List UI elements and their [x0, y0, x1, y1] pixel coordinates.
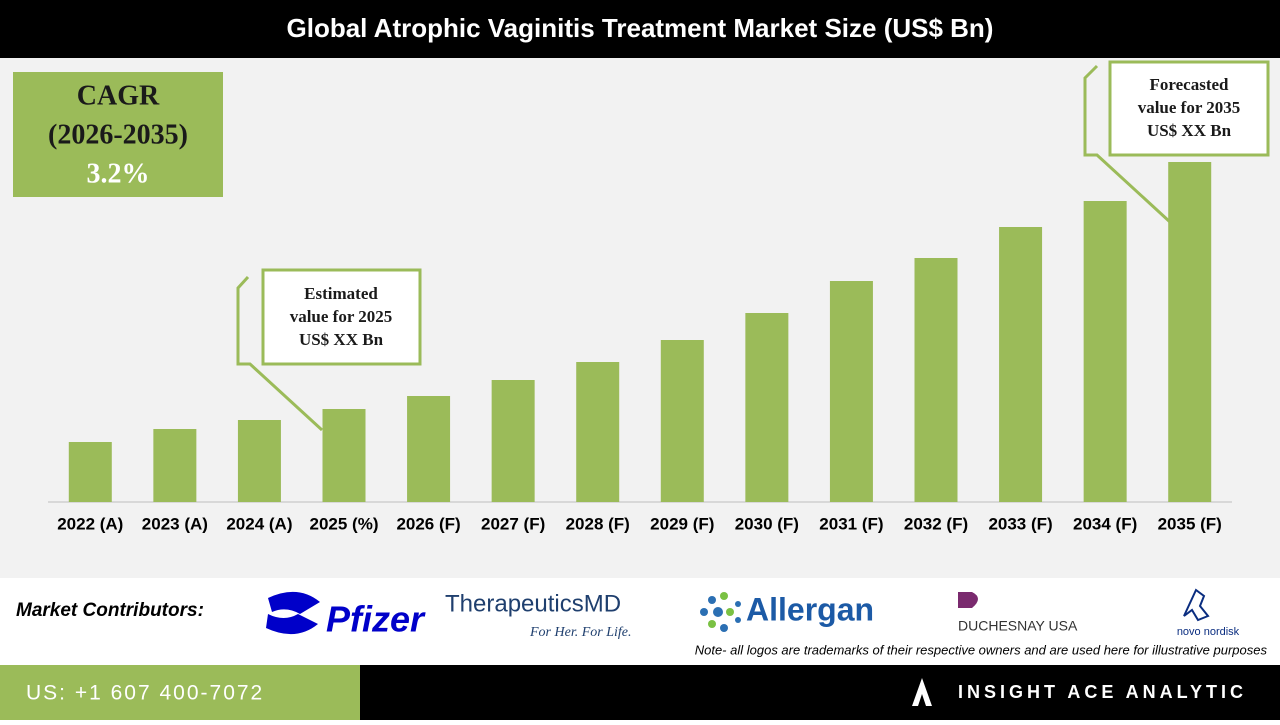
chart-title: Global Atrophic Vaginitis Treatment Mark…	[287, 13, 994, 43]
logo-novo: novo nordisk	[1177, 626, 1240, 638]
annotation-text: value for 2025	[290, 307, 393, 326]
annotation-text: US$ XX Bn	[1147, 121, 1232, 140]
bar	[1083, 201, 1127, 502]
x-tick-label: 2034 (F)	[1073, 514, 1137, 533]
duchesnay-icon	[958, 592, 978, 608]
bar	[153, 429, 197, 502]
bar	[914, 258, 958, 502]
annotation-text: US$ XX Bn	[299, 330, 384, 349]
x-tick-label: 2022 (A)	[57, 514, 123, 533]
logo-duchesnay: DUCHESNAY USA	[958, 618, 1078, 634]
x-tick-label: 2023 (A)	[142, 514, 208, 533]
bar	[660, 340, 704, 502]
x-tick-label: 2035 (F)	[1158, 514, 1222, 533]
x-tick-label: 2033 (F)	[988, 514, 1052, 533]
brand-bar	[360, 665, 1280, 720]
x-tick-label: 2026 (F)	[396, 514, 460, 533]
cagr-period: (2026-2035)	[48, 119, 188, 150]
bar	[745, 313, 789, 502]
bar	[829, 281, 873, 502]
allergan-icon	[700, 592, 741, 632]
x-tick-label: 2027 (F)	[481, 514, 545, 533]
phone-bar	[0, 665, 360, 720]
logo-pfizer: Pfizer	[326, 599, 426, 640]
x-tick-label: 2028 (F)	[566, 514, 630, 533]
annotation-text: Estimated	[304, 284, 378, 303]
bar	[1168, 162, 1212, 502]
cagr-box	[13, 72, 223, 197]
bar	[322, 409, 366, 502]
annotation-text: Forecasted	[1150, 75, 1230, 94]
logo-tagline: For Her. For Life.	[529, 625, 632, 640]
bar	[999, 227, 1043, 502]
bar	[491, 380, 535, 502]
contributors-band	[0, 578, 1280, 665]
bar	[237, 420, 281, 502]
bar	[68, 442, 112, 502]
annotation-text: value for 2035	[1138, 98, 1241, 117]
x-tick-label: 2031 (F)	[819, 514, 883, 533]
callout-2035	[1083, 60, 1270, 224]
x-tick-label: 2032 (F)	[904, 514, 968, 533]
bar	[407, 396, 451, 502]
cagr-label: CAGR	[77, 80, 160, 111]
novo-icon	[1183, 588, 1210, 622]
brand: INSIGHT ACE ANALYTIC	[958, 682, 1247, 702]
logo-note: Note- all logos are trademarks of their …	[695, 642, 1268, 657]
logo-therapeuticsmd: TherapeuticsMD	[445, 590, 621, 617]
bar	[576, 362, 620, 502]
title-bar	[0, 0, 1280, 58]
contributors-label: Market Contributors:	[16, 600, 204, 621]
x-tick-label: 2029 (F)	[650, 514, 714, 533]
x-tick-label: 2030 (F)	[735, 514, 799, 533]
x-tick-label: 2024 (A)	[226, 514, 292, 533]
brand-icon	[912, 678, 932, 706]
cagr-value: 3.2%	[87, 158, 150, 189]
pfizer-icon	[266, 591, 320, 635]
phone: US: +1 607 400-7072	[26, 682, 264, 705]
x-tick-label: 2025 (%)	[310, 514, 379, 533]
callout-2025	[236, 268, 422, 432]
logo-allergan: Allergan	[746, 591, 874, 627]
